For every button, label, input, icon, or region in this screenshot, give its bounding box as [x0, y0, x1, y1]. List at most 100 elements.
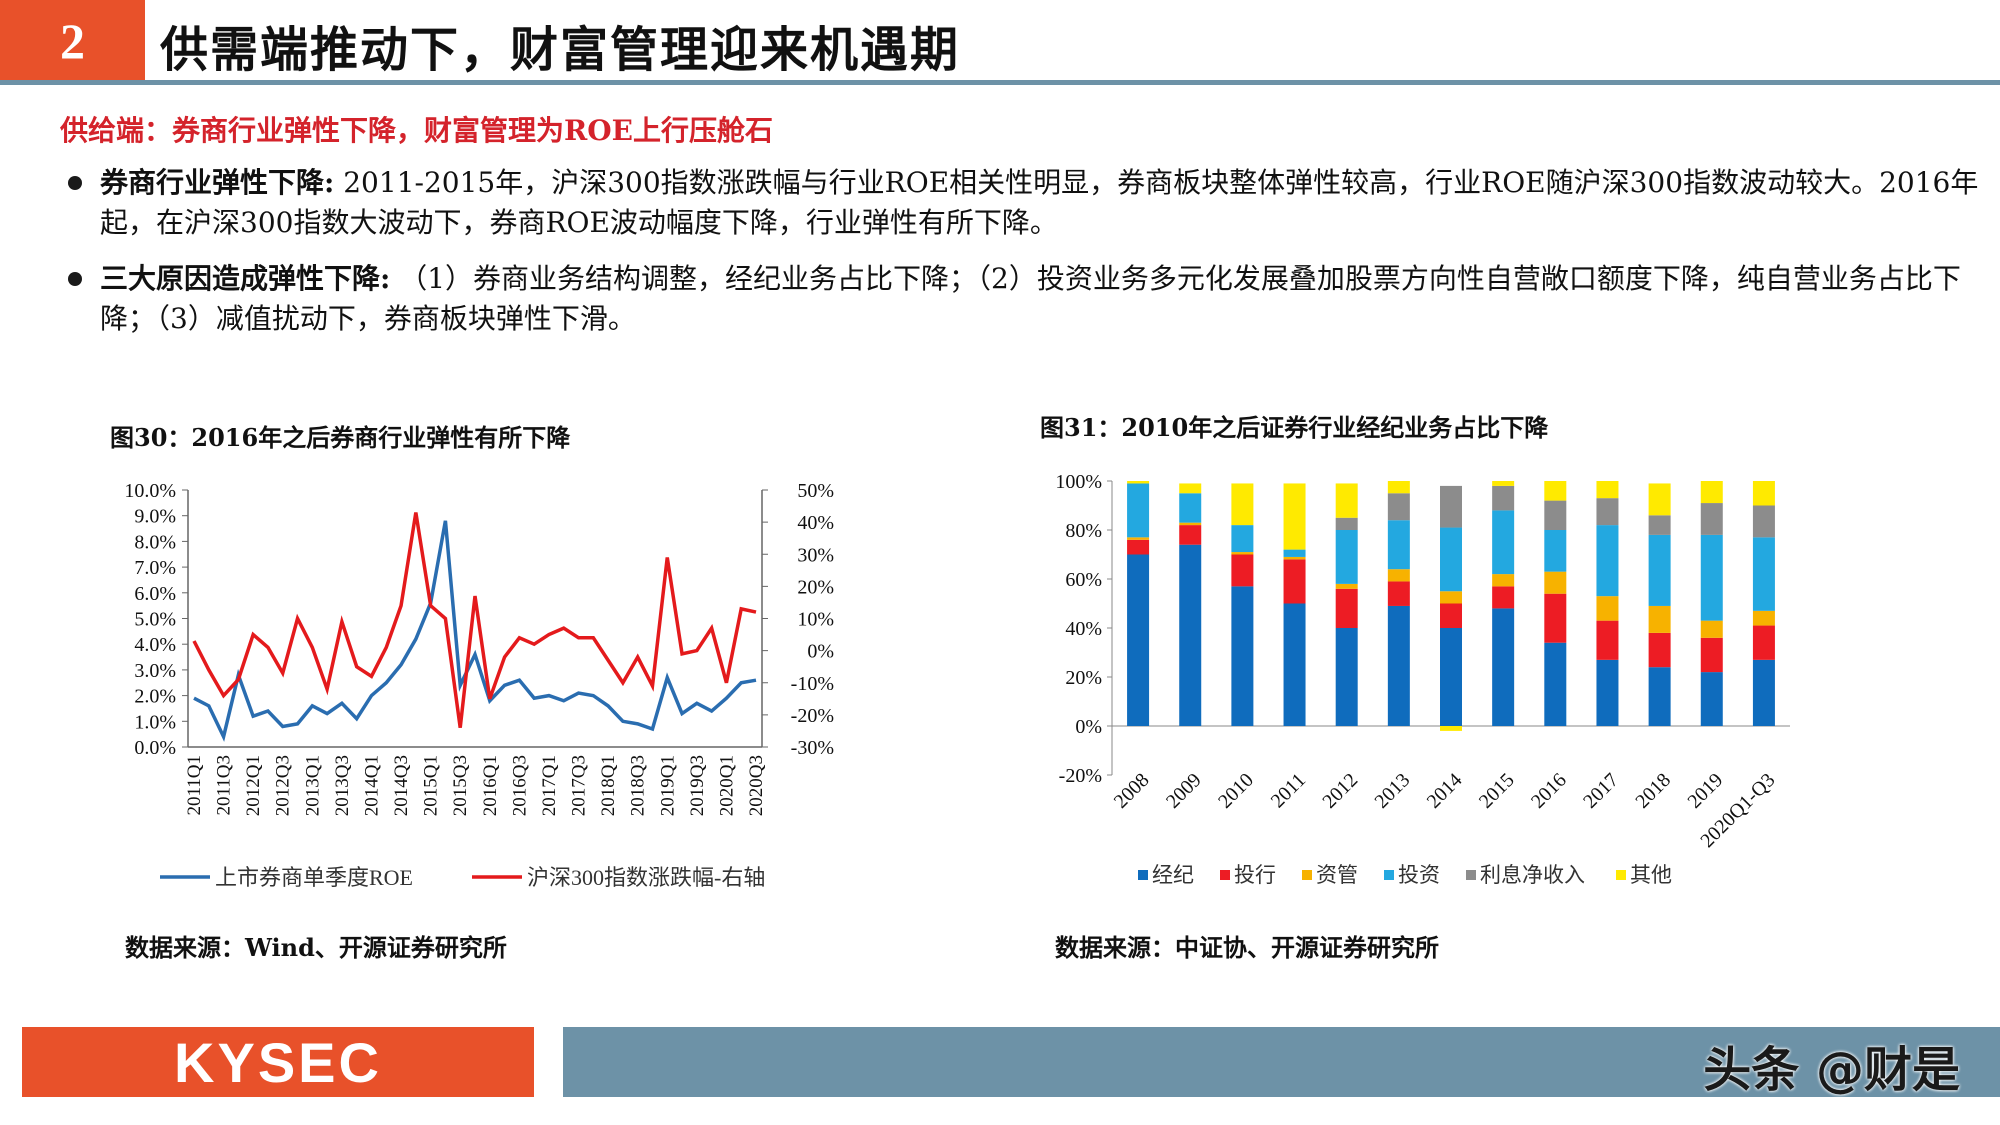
footer-bar	[563, 1027, 2000, 1097]
x-tick-label: 2013	[1371, 769, 1415, 813]
supply-heading: 供给端：券商行业弹性下降，财富管理为ROE上行压舱石	[60, 114, 774, 147]
bar-segment	[1231, 554, 1254, 587]
bar-segment	[1179, 522, 1202, 526]
bar-segment	[1544, 642, 1567, 726]
legend-label: 投资	[1398, 863, 1440, 887]
x-tick-label: 2016Q3	[509, 755, 530, 816]
left-tick-label: 3.0%	[134, 660, 176, 682]
chart30-source: 数据来源：Wind、开源证券研究所	[125, 933, 507, 962]
bar-segment	[1648, 534, 1671, 606]
x-tick-label: 2017Q3	[569, 755, 590, 816]
bar-segment	[1492, 574, 1515, 587]
bar-segment	[1752, 625, 1775, 660]
x-tick-label: 2015Q1	[421, 755, 442, 816]
bar-segment	[1283, 559, 1306, 604]
right-tick-label: -20%	[791, 705, 834, 727]
bar-segment	[1648, 515, 1671, 535]
x-tick-label: 2017Q1	[539, 755, 560, 816]
bar-segment	[1387, 605, 1410, 726]
bar-segment	[1283, 603, 1306, 726]
x-tick-label: 2012Q3	[273, 755, 294, 816]
bar-segment	[1335, 628, 1358, 726]
legend-hs300-label: 沪深300指数涨跌幅-右轴	[527, 865, 765, 890]
bar-segment	[1440, 603, 1462, 628]
bar-segment	[1127, 483, 1150, 538]
bullet-dot	[68, 176, 82, 190]
legend-swatch	[1384, 870, 1394, 880]
bar-segment	[1127, 537, 1150, 540]
bar-segment	[1752, 537, 1775, 611]
section-number: 2	[0, 0, 145, 82]
bullet-dot	[68, 272, 82, 286]
bar-segment	[1127, 539, 1150, 555]
left-tick-label: 4.0%	[134, 634, 176, 656]
bar-segment	[1335, 517, 1358, 530]
x-tick-label: 2018Q1	[598, 755, 619, 816]
watermark: 头条 @财是	[1703, 1042, 1960, 1098]
bar-segment	[1752, 610, 1775, 626]
bar-segment	[1700, 481, 1723, 504]
legend-label: 投行	[1234, 863, 1276, 887]
y-tick-label: 40%	[1065, 618, 1102, 640]
x-tick-label: 2009	[1162, 769, 1206, 813]
x-tick-label: 2019Q3	[687, 755, 708, 816]
bar-segment	[1492, 510, 1515, 575]
bar-segment	[1440, 726, 1462, 731]
bar-segment	[1283, 556, 1306, 560]
series-hs300-line	[192, 512, 757, 728]
bar-segment	[1127, 554, 1150, 726]
bar-segment	[1752, 481, 1775, 506]
bullet-bold: 三大原因造成弹性下降:	[100, 262, 391, 295]
left-tick-label: 6.0%	[134, 583, 176, 605]
bar-segment	[1752, 659, 1775, 726]
legend-swatch	[1220, 870, 1230, 880]
x-tick-label: 2019Q1	[657, 755, 678, 816]
bar-segment	[1700, 672, 1723, 726]
y-tick-label: 80%	[1065, 520, 1102, 542]
y-tick-label: 100%	[1055, 471, 1102, 493]
x-tick-label: 2018	[1631, 769, 1675, 813]
legend-label: 经纪	[1152, 863, 1194, 887]
bar-segment	[1179, 483, 1202, 494]
bar-segment	[1544, 481, 1567, 501]
bullet-bold: 券商行业弹性下降:	[100, 166, 335, 199]
right-tick-label: -30%	[791, 737, 834, 759]
bar-segment	[1752, 505, 1775, 538]
bar-segment	[1700, 534, 1723, 621]
bar-segment	[1387, 520, 1410, 570]
right-tick-label: 10%	[797, 609, 834, 631]
bar-segment	[1179, 525, 1202, 545]
bar-segment	[1492, 608, 1515, 726]
legend-swatch	[1138, 870, 1148, 880]
left-tick-label: 0.0%	[134, 737, 176, 759]
header-divider	[0, 80, 2000, 85]
chart31-source: 数据来源：中证协、开源证券研究所	[1055, 933, 1439, 962]
left-tick-label: 9.0%	[134, 506, 176, 528]
chart30-line-chart: 0.0% 1.0% 2.0% 3.0% 4.0% 5.0% 6.0% 7.0% 8.0% 9.0%…	[124, 480, 834, 890]
bar-segment	[1648, 483, 1671, 516]
legend-roe-label: 上市券商单季度ROE	[215, 865, 413, 890]
chart31-stacked-bar-chart: -20%0%20%40%60%80%100%2008 2009 2010 2011 20…	[1055, 471, 1790, 887]
left-tick-label: 2.0%	[134, 686, 176, 708]
bar-segment	[1387, 569, 1410, 582]
bar-segment	[1596, 659, 1619, 726]
bar-segment	[1179, 493, 1202, 523]
y-tick-label: 0%	[1075, 716, 1102, 738]
bar-segment	[1440, 628, 1462, 726]
y-tick-label: 60%	[1065, 569, 1102, 591]
bar-segment	[1596, 620, 1619, 660]
x-tick-label: 2012Q1	[243, 755, 264, 816]
x-tick-label: 2017	[1579, 769, 1623, 813]
right-tick-label: -10%	[791, 673, 834, 695]
left-tick-label: 8.0%	[134, 531, 176, 553]
x-tick-label: 2011Q3	[214, 755, 235, 816]
bar-segment	[1231, 552, 1254, 555]
x-tick-label: 2012	[1318, 769, 1362, 813]
bar-segment	[1387, 493, 1410, 521]
x-tick-label: 2016Q1	[480, 755, 501, 816]
right-tick-label: 30%	[797, 544, 834, 566]
bar-segment	[1648, 605, 1671, 633]
legend-swatch	[1466, 870, 1476, 880]
left-tick-label: 10.0%	[124, 480, 176, 502]
left-tick-label: 1.0%	[134, 711, 176, 733]
